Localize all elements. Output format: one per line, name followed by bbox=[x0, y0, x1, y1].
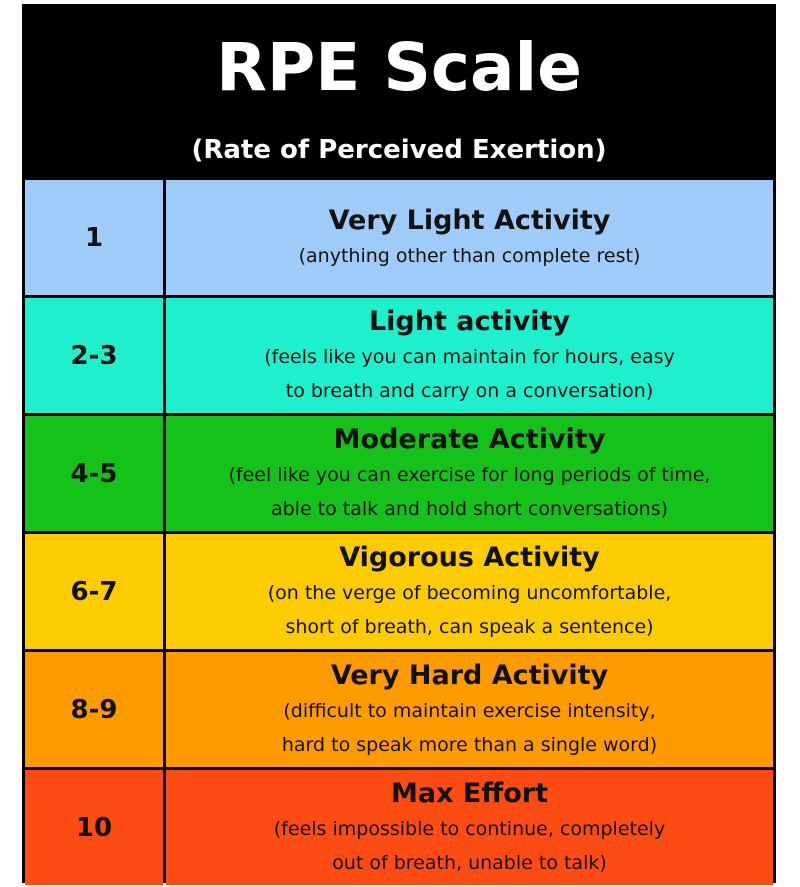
scale-row-10: 10 Max Effort (feels impossible to conti… bbox=[25, 770, 773, 885]
rating-cell: 4-5 bbox=[25, 416, 163, 531]
rating-cell: 6-7 bbox=[25, 534, 163, 649]
activity-label: Max Effort bbox=[391, 777, 548, 809]
rating-cell: 10 bbox=[25, 770, 163, 885]
chart-header: RPE Scale (Rate of Perceived Exertion) bbox=[22, 4, 776, 178]
page-title: RPE Scale bbox=[216, 29, 582, 106]
description-cell: Moderate Activity (feel like you can exe… bbox=[166, 416, 773, 531]
rating-cell: 2-3 bbox=[25, 298, 163, 413]
description-cell: Max Effort (feels impossible to continue… bbox=[166, 770, 773, 885]
scale-row-4-5: 4-5 Moderate Activity (feel like you can… bbox=[25, 416, 773, 531]
rating-cell: 8-9 bbox=[25, 652, 163, 767]
description-cell: Very Hard Activity (difficult to maintai… bbox=[166, 652, 773, 767]
activity-detail: (on the verge of becoming uncomfortable,… bbox=[267, 581, 672, 638]
activity-label: Light activity bbox=[368, 305, 571, 337]
activity-detail: (anything other than complete rest) bbox=[298, 244, 641, 267]
description-cell: Light activity (feels like you can maint… bbox=[166, 298, 773, 413]
activity-label: Moderate Activity bbox=[333, 423, 606, 455]
scale-row-6-7: 6-7 Vigorous Activity (on the verge of b… bbox=[25, 534, 773, 649]
activity-detail: (feels like you can maintain for hours, … bbox=[264, 345, 675, 402]
rating-cell: 1 bbox=[25, 180, 163, 295]
scale-row-1: 1 Very Light Activity (anything other th… bbox=[25, 180, 773, 295]
scale-row-2-3: 2-3 Light activity (feels like you can m… bbox=[25, 298, 773, 413]
activity-detail: (feels impossible to continue, completel… bbox=[273, 817, 666, 874]
rpe-scale-chart: RPE Scale (Rate of Perceived Exertion) 1… bbox=[22, 4, 776, 885]
activity-label: Very Hard Activity bbox=[330, 659, 609, 691]
page-subtitle: (Rate of Perceived Exertion) bbox=[191, 135, 607, 165]
activity-detail: (difficult to maintain exercise intensit… bbox=[281, 699, 658, 756]
activity-label: Vigorous Activity bbox=[339, 541, 600, 573]
scale-row-8-9: 8-9 Very Hard Activity (difficult to mai… bbox=[25, 652, 773, 767]
activity-detail: (feel like you can exercise for long per… bbox=[228, 463, 711, 520]
activity-label: Very Light Activity bbox=[328, 204, 611, 236]
description-cell: Very Light Activity (anything other than… bbox=[166, 180, 773, 295]
description-cell: Vigorous Activity (on the verge of becom… bbox=[166, 534, 773, 649]
